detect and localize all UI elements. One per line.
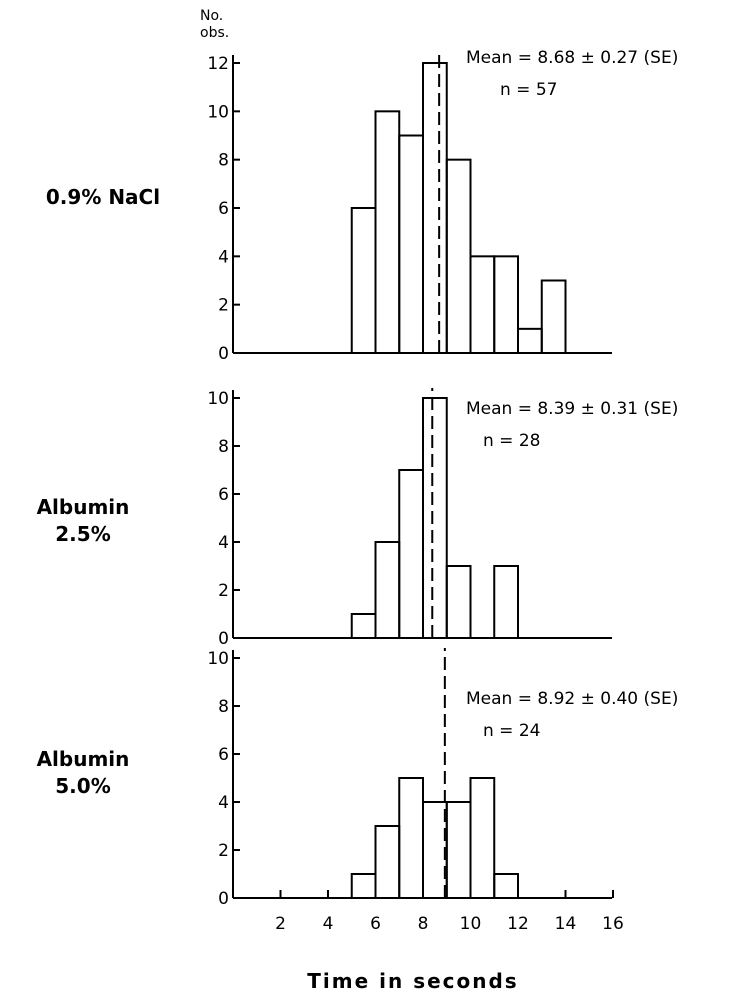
panel-label-line: Albumin (36, 747, 130, 771)
panel-label-line: 2.5% (55, 522, 111, 546)
histogram-bar (422, 801, 448, 899)
n-annotation: n = 28 (483, 431, 540, 451)
y-axis-label: No. (200, 8, 223, 24)
mean-annotation: Mean = 8.68 ± 0.27 (SE) (466, 48, 678, 68)
x-tick-label: 14 (555, 914, 577, 934)
histogram-bar (493, 255, 519, 355)
histogram-panel-2: 0 2 4 6 8 10 Mean = 8.39 ± 0.31 (SE) n = 28 (207, 388, 678, 649)
x-axis-label: Time in seconds (307, 969, 518, 993)
panel-label-nacl: 0.9% NaCl (18, 184, 188, 211)
y-tick-label: 8 (218, 697, 229, 717)
x-tick-label: 8 (418, 914, 429, 934)
panel-label-line: Albumin (36, 495, 130, 519)
y-tick-label: 6 (218, 199, 229, 219)
y-tick-label: 2 (218, 296, 229, 316)
n-annotation: n = 57 (500, 80, 557, 100)
histogram-bar (445, 158, 472, 354)
x-tick-label: 12 (507, 914, 529, 934)
histogram-bar (398, 134, 424, 354)
histogram-bar (350, 207, 377, 354)
histogram-bar (350, 873, 377, 899)
y-axis-label: obs. (200, 25, 229, 41)
histogram-bar (469, 255, 496, 355)
histogram-bar (398, 777, 424, 899)
panel-label-albumin-5-0: Albumin 5.0% (18, 746, 148, 800)
mean-annotation: Mean = 8.92 ± 0.40 (SE) (466, 689, 678, 709)
y-tick-label: 10 (207, 649, 229, 669)
histogram-bar (493, 565, 519, 639)
histogram-bar (398, 469, 424, 639)
y-tick-label: 4 (218, 533, 229, 553)
histogram-panel-3: 0 2 4 6 8 10 Mean = 8.92 ± 0.40 (SE) n = 24 2 4 6 8… (207, 648, 678, 993)
x-tick-label: 16 (602, 914, 624, 934)
y-tick-label: 4 (218, 247, 229, 267)
y-tick-label: 8 (218, 151, 229, 171)
histogram-bar (374, 541, 401, 639)
histogram-bar (469, 777, 496, 899)
y-tick-label: 10 (207, 389, 229, 409)
y-tick-label: 10 (207, 102, 229, 122)
histogram-bar (422, 62, 448, 354)
histogram-bar (493, 873, 519, 899)
y-tick-label: 0 (218, 889, 229, 909)
histogram-bar (445, 565, 472, 639)
histogram-bar (350, 613, 377, 639)
y-tick-label: 2 (218, 841, 229, 861)
panel-label-line: 0.9% NaCl (45, 185, 161, 209)
histogram-bar (517, 327, 543, 355)
x-tick-label: 6 (370, 914, 381, 934)
y-tick-label: 6 (218, 485, 229, 505)
x-tick-label: 4 (323, 914, 334, 934)
panel-label-line: 5.0% (55, 774, 111, 798)
y-tick-label: 2 (218, 581, 229, 601)
histogram-bar (422, 397, 448, 639)
y-tick-label: 6 (218, 745, 229, 765)
histogram-bar (540, 279, 567, 354)
y-tick-label: 4 (218, 793, 229, 813)
mean-annotation: Mean = 8.39 ± 0.31 (SE) (466, 399, 678, 419)
histogram-bar (374, 825, 401, 899)
x-tick-label: 10 (460, 914, 482, 934)
histogram-bar (445, 801, 472, 899)
histogram-panel-1: 0 2 4 6 8 10 12 Mean = 8.68 ± 0.27 (SE) n = 57 No… (200, 8, 678, 364)
n-annotation: n = 24 (483, 721, 540, 741)
y-tick-label: 12 (207, 54, 229, 74)
histogram-bar (374, 110, 401, 355)
y-tick-label: 8 (218, 437, 229, 457)
x-tick-label: 2 (275, 914, 286, 934)
y-tick-label: 0 (218, 629, 229, 649)
panel-label-albumin-2-5: Albumin 2.5% (18, 494, 148, 548)
y-tick-label: 0 (218, 344, 229, 364)
